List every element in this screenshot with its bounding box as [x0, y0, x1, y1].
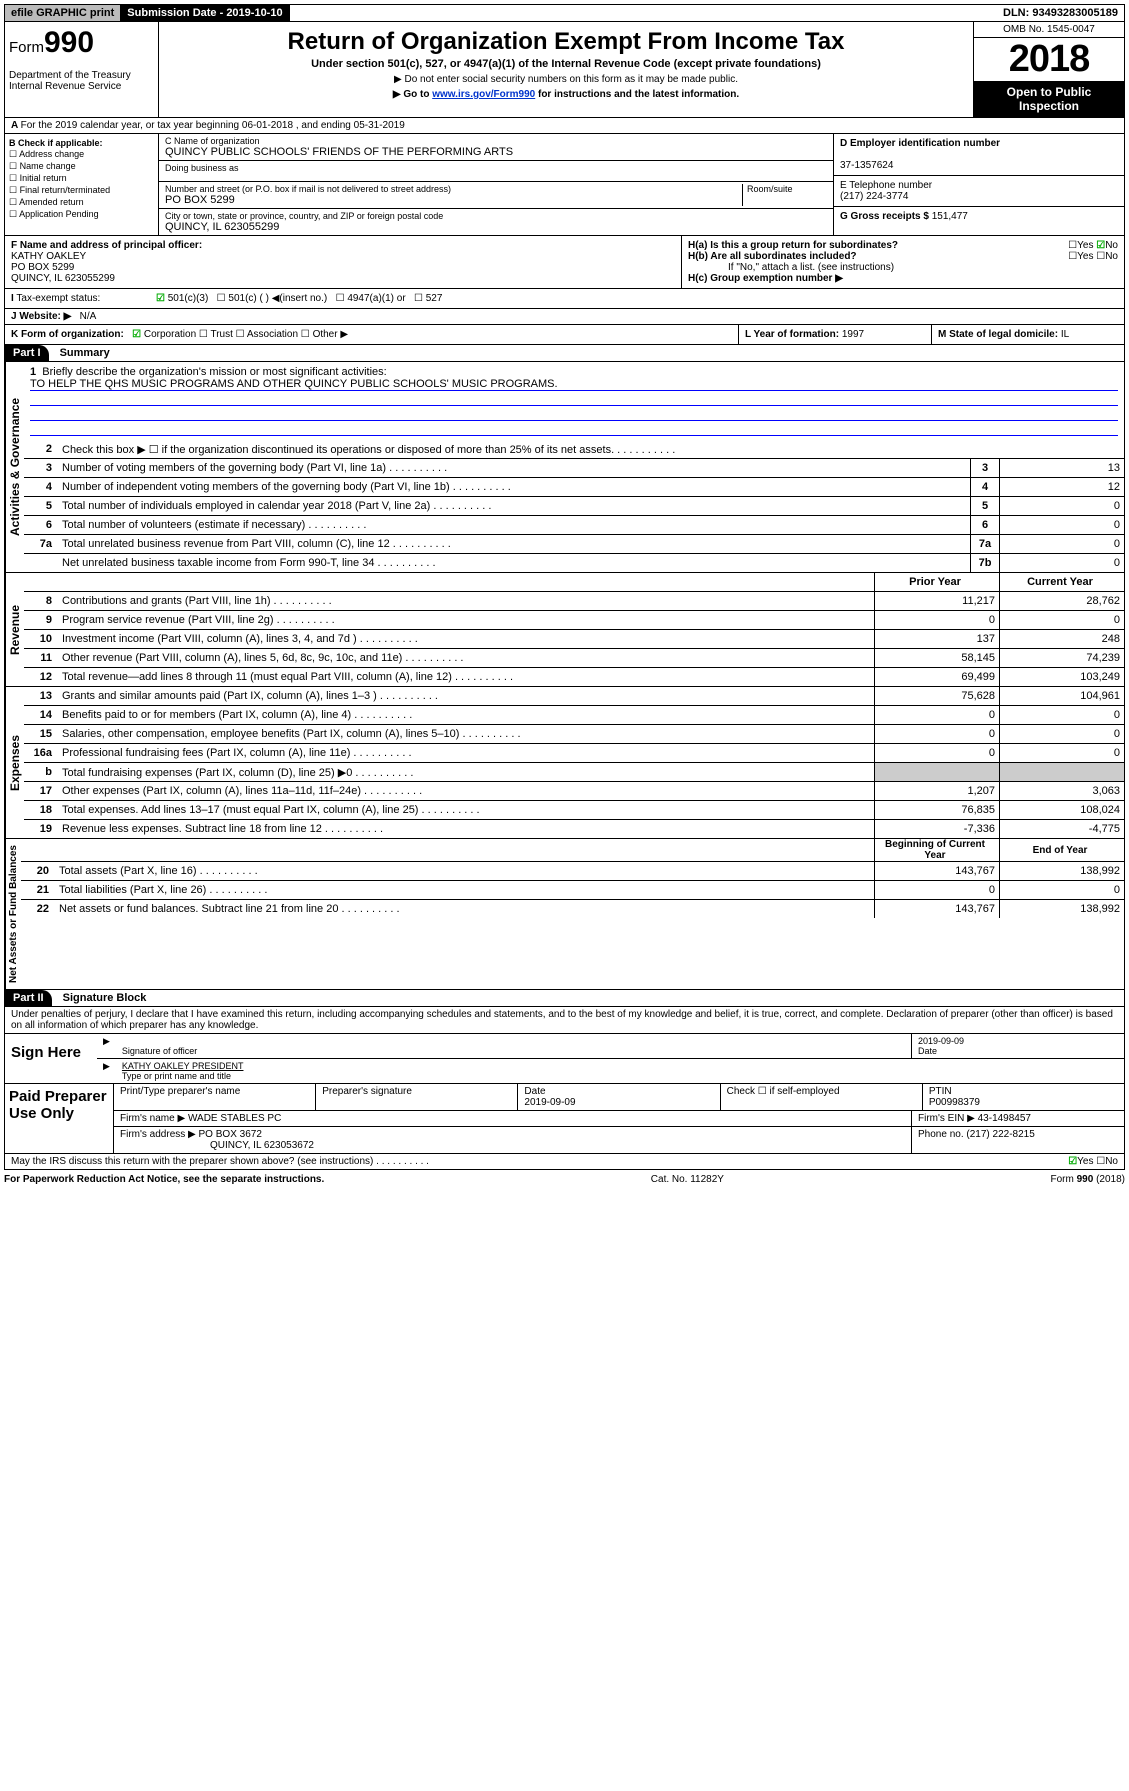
goto-post: for instructions and the latest informat… [535, 89, 739, 100]
form990-link[interactable]: www.irs.gov/Form990 [432, 89, 535, 100]
chk-initial-return[interactable]: ☐ Initial return [9, 173, 154, 184]
row-j-website: J Website: ▶ N/A [4, 309, 1125, 325]
tax-status-row: I Tax-exempt status: ☑ 501(c)(3) ☐ 501(c… [4, 289, 1125, 309]
section-expenses: Expenses [5, 687, 24, 838]
pra-notice: For Paperwork Reduction Act Notice, see … [4, 1174, 324, 1185]
firm-ein: 43-1498457 [978, 1113, 1031, 1124]
chk-address-change[interactable]: ☐ Address change [9, 149, 154, 160]
efile-button[interactable]: efile GRAPHIC print [5, 5, 121, 21]
box-f: F Name and address of principal officer:… [5, 236, 681, 288]
row-a-taxyear: A For the 2019 calendar year, or tax yea… [4, 118, 1125, 134]
dept-treasury: Department of the Treasury Internal Reve… [9, 70, 154, 92]
ptin: P00998379 [929, 1097, 980, 1108]
dba-label: Doing business as [165, 163, 239, 173]
city-label: City or town, state or province, country… [165, 211, 443, 221]
end-year-header: End of Year [999, 839, 1124, 861]
preparer-name-header: Print/Type preparer's name [114, 1084, 316, 1110]
part2-header: Part II [5, 990, 52, 1006]
section-activities-governance: Activities & Governance [5, 362, 24, 572]
row-k-form-org: K Form of organization: ☑ Corporation ☐ … [5, 325, 739, 344]
prep-date: 2019-09-09 [524, 1097, 575, 1108]
org-name: QUINCY PUBLIC SCHOOLS' FRIENDS OF THE PE… [165, 146, 513, 158]
chk-amended[interactable]: ☐ Amended return [9, 197, 154, 208]
cat-number: Cat. No. 11282Y [651, 1174, 724, 1185]
sign-here-label: Sign Here [5, 1034, 97, 1083]
form-subtitle: Under section 501(c), 527, or 4947(a)(1)… [163, 58, 969, 70]
dln: DLN: 93493283005189 [997, 5, 1124, 21]
submission-date: Submission Date - 2019-10-10 [121, 5, 289, 21]
box-c: C Name of organizationQUINCY PUBLIC SCHO… [159, 134, 833, 235]
chk-name-change[interactable]: ☐ Name change [9, 161, 154, 172]
part2-title: Signature Block [55, 990, 155, 1006]
form-footer: Form 990 (2018) [1051, 1174, 1125, 1185]
addr-label: Number and street (or P.O. box if mail i… [165, 184, 451, 194]
officer-name-title: KATHY OAKLEY PRESIDENT [122, 1061, 244, 1071]
omb-number: OMB No. 1545-0047 [974, 22, 1124, 38]
form-title: Return of Organization Exempt From Incom… [163, 28, 969, 56]
paid-preparer-label: Paid Preparer Use Only [5, 1084, 114, 1153]
firm-name: WADE STABLES PC [188, 1113, 281, 1124]
officer-name: KATHY OAKLEY [11, 251, 86, 262]
row-l-year: L Year of formation: 1997 [739, 325, 932, 344]
box-h: H(a) Is this a group return for subordin… [681, 236, 1124, 288]
part1-title: Summary [52, 345, 118, 361]
tax-year: 2018 [974, 38, 1124, 81]
line1-text: Briefly describe the organization's miss… [42, 366, 386, 378]
section-net-assets: Net Assets or Fund Balances [5, 839, 21, 989]
box-g-receipts: G Gross receipts $ 151,477 [834, 207, 1124, 226]
prior-year-header: Prior Year [874, 573, 999, 591]
box-b-header: B Check if applicable: [9, 138, 103, 148]
row-m-state: M State of legal domicile: IL [932, 325, 1124, 344]
begin-year-header: Beginning of Current Year [874, 839, 999, 861]
line1-num: 1 [30, 366, 36, 378]
ssn-note: ▶ Do not enter social security numbers o… [163, 74, 969, 85]
chk-final-return[interactable]: ☐ Final return/terminated [9, 185, 154, 196]
goto-pre: ▶ Go to [393, 89, 432, 100]
form-number: 990 [44, 26, 94, 59]
chk-app-pending[interactable]: ☐ Application Pending [9, 209, 154, 220]
city-state-zip: QUINCY, IL 623055299 [165, 221, 279, 233]
perjury-statement: Under penalties of perjury, I declare th… [5, 1007, 1124, 1033]
preparer-sig-header: Preparer's signature [316, 1084, 518, 1110]
part1-header: Part I [5, 345, 49, 361]
topbar: efile GRAPHIC print Submission Date - 20… [4, 4, 1125, 22]
discuss-row: May the IRS discuss this return with the… [4, 1154, 1125, 1170]
org-name-label: C Name of organization [165, 136, 260, 146]
box-d-ein: D Employer identification number37-13576… [834, 134, 1124, 176]
section-revenue: Revenue [5, 573, 24, 686]
current-year-header: Current Year [999, 573, 1124, 591]
form-header: Form990 Department of the Treasury Inter… [4, 22, 1125, 118]
self-employed-check[interactable]: Check ☐ if self-employed [721, 1084, 923, 1110]
signature-label: Signature of officer [122, 1046, 197, 1056]
firm-address: PO BOX 3672 [199, 1129, 262, 1140]
street-address: PO BOX 5299 [165, 194, 235, 206]
form-prefix: Form [9, 39, 44, 56]
open-inspection: Open to Public Inspection [974, 81, 1124, 117]
mission-statement: TO HELP THE QHS MUSIC PROGRAMS AND OTHER… [30, 378, 1118, 391]
sign-date: 2019-09-09 [918, 1036, 964, 1046]
box-e-phone: E Telephone number(217) 224-3774 [834, 176, 1124, 207]
box-b: B Check if applicable: ☐ Address change … [5, 134, 159, 235]
room-suite: Room/suite [742, 184, 827, 206]
firm-phone: (217) 222-8215 [966, 1129, 1034, 1140]
